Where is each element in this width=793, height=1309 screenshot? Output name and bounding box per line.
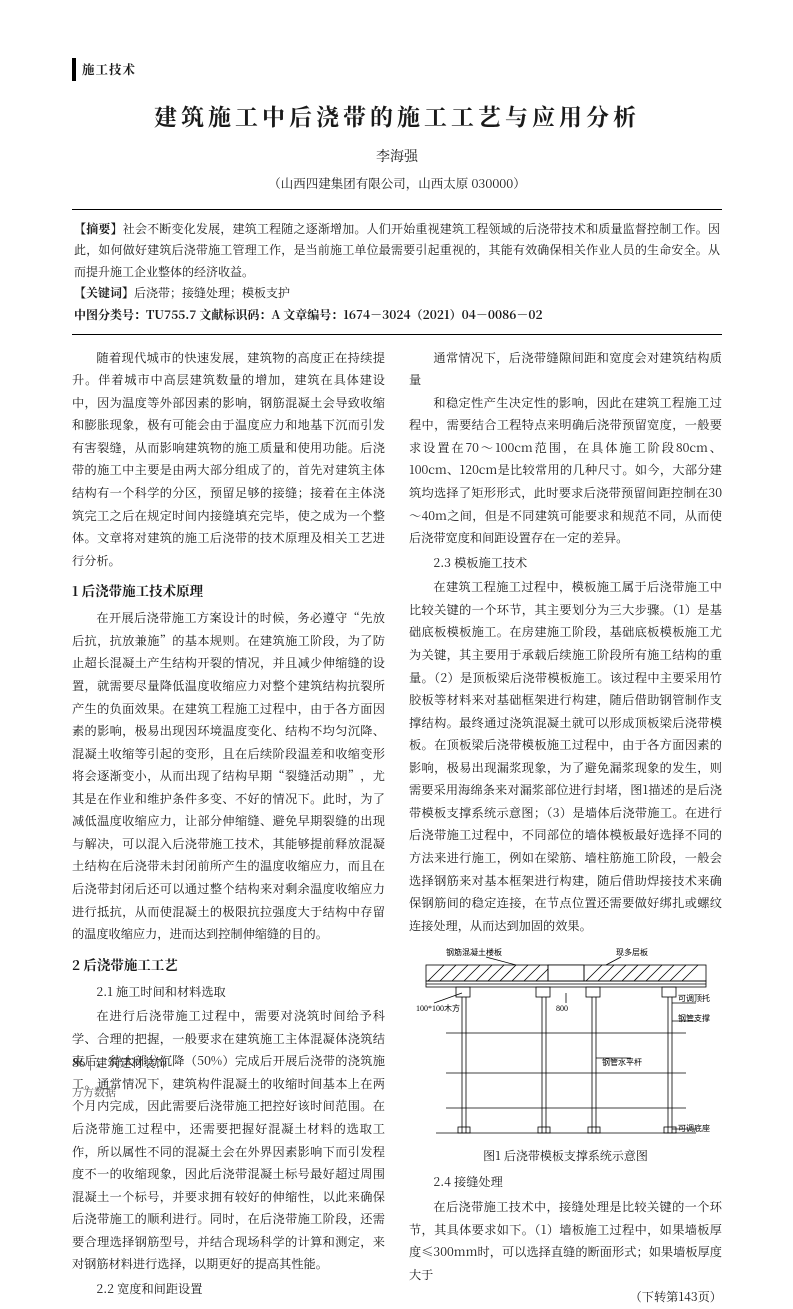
intro-paragraph: 随着现代城市的快速发展，建筑物的高度正在持续提升。伴着城市中高层建筑数量的增加，… xyxy=(72,347,385,573)
fig-label-adj: 可调顶托 xyxy=(678,993,710,1003)
figure-1: 钢筋混凝土楼板 现多层板 100*100木方 800 可调顶托 钢管支撑 钢管水… xyxy=(409,943,722,1167)
section-1-heading: 1 后浇带施工技术原理 xyxy=(72,578,385,603)
keywords-text: 后浇带；接缝处理；模板支护 xyxy=(134,284,290,301)
abstract-label: 【摘要】 xyxy=(74,220,123,237)
figure-1-caption: 图1 后浇带模板支撑系统示意图 xyxy=(409,1145,722,1167)
section-2-3-body: 在建筑工程施工过程中，模板施工属于后浇带施工中比较关键的一个环节，其主要划分为三… xyxy=(409,576,722,937)
article-title: 建筑施工中后浇带的施工工艺与应用分析 xyxy=(72,95,722,138)
section-2-4-title: 2.4 接缝处理 xyxy=(409,1171,722,1194)
fig-label-top2: 现多层板 xyxy=(616,947,648,957)
abstract-block: 【摘要】社会不断变化发展，建筑工程随之逐渐增加。人们开始重视建筑工程领域的后浇带… xyxy=(72,209,722,335)
affiliation: （山西四建集团有限公司，山西太原 030000） xyxy=(72,172,722,195)
keywords: 【关键词】后浇带；接缝处理；模板支护 xyxy=(74,282,720,304)
classno: 中图分类号：TU755.7 文献标识码：A 文章编号：1674－3024（202… xyxy=(74,304,720,326)
fig-label-base: 可调底座 xyxy=(678,1123,710,1133)
section-1-body: 在开展后浇带施工方案设计的时候，务必遵守“先放后抗，抗放兼施”的基本规则。在建筑… xyxy=(72,607,385,945)
section-2-1-body: 在进行后浇带施工过程中，需要对浇筑时间给予科学、合理的把握，一般要求在建筑施工主… xyxy=(72,1005,385,1276)
section-2-2-a: 通常情况下，后浇带缝隙间距和宽度会对建筑结构质量 xyxy=(409,347,722,392)
section-2-1-title: 2.1 施工时间和材料选取 xyxy=(72,981,385,1004)
section-2-2-b: 和稳定性产生决定性的影响，因此在建筑工程施工过程中，需要结合工程特点来明确后浇带… xyxy=(409,392,722,550)
fig-label-dim: 100*100木方 xyxy=(416,1003,460,1013)
section-2-4-body: 在后浇带施工技术中，接缝处理是比较关键的一个环节，其具体要求如下。（1）墙板施工… xyxy=(409,1196,722,1286)
abstract-text: 社会不断变化发展，建筑工程随之逐渐增加。人们开始重视建筑工程领域的后浇带技术和质… xyxy=(74,220,720,280)
fig-label-tube: 钢管水平杆 xyxy=(602,1057,642,1067)
category-header: 施工技术 xyxy=(72,58,722,81)
page-footer: 86 | 建筑建材装饰 xyxy=(72,1052,167,1074)
fig-label-top1: 钢筋混凝土楼板 xyxy=(446,947,502,957)
fig-label-sq: 钢管支撑 xyxy=(678,1013,710,1023)
watermark: 万方数据 xyxy=(72,1082,116,1102)
abstract: 【摘要】社会不断变化发展，建筑工程随之逐渐增加。人们开始重视建筑工程领域的后浇带… xyxy=(74,218,720,283)
body-columns: 随着现代城市的快速发展，建筑物的高度正在持续提升。伴着城市中高层建筑数量的增加，… xyxy=(72,347,722,1309)
section-2-heading: 2 后浇带施工工艺 xyxy=(72,952,385,977)
keywords-label: 【关键词】 xyxy=(74,284,134,301)
continued-note: （下转第143页） xyxy=(409,1286,722,1309)
author: 李海强 xyxy=(72,144,722,170)
section-2-3-title: 2.3 模板施工技术 xyxy=(409,552,722,575)
section-2-2-title: 2.2 宽度和间距设置 xyxy=(72,1278,385,1301)
fig-label-beam: 800 xyxy=(556,1004,568,1013)
